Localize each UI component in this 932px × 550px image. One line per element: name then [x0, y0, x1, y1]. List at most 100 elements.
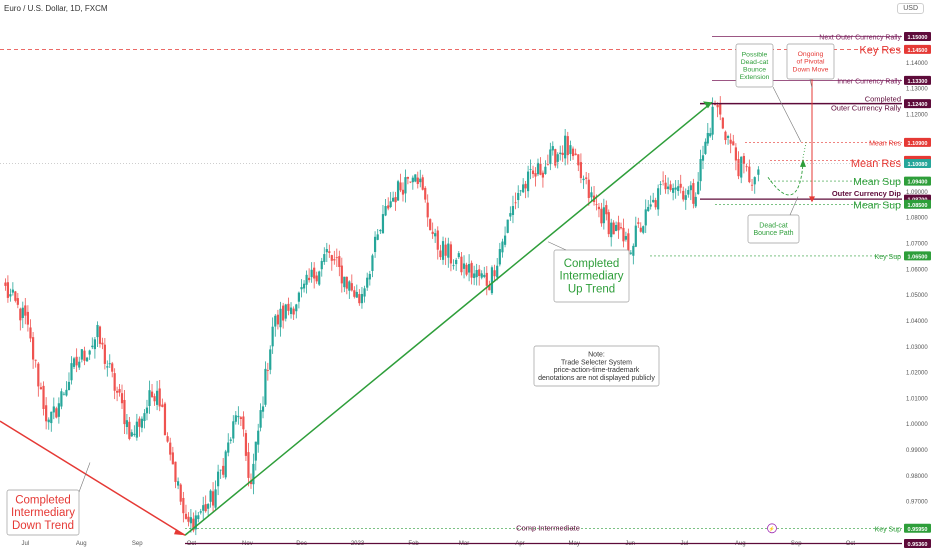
- candle-up: [366, 272, 369, 291]
- candle-up: [511, 195, 515, 224]
- candle-up: [279, 301, 282, 337]
- candle-down: [330, 254, 333, 271]
- candle-down: [292, 306, 295, 320]
- candle-body: [473, 273, 476, 279]
- candle-up: [360, 286, 364, 309]
- candle-body: [619, 227, 623, 229]
- candle-body: [485, 272, 488, 286]
- candle-body: [150, 391, 154, 397]
- candle-body: [692, 183, 695, 204]
- candle-body: [192, 518, 195, 531]
- candle-down: [244, 429, 248, 462]
- candle-up: [202, 496, 205, 520]
- candle-down: [460, 251, 463, 276]
- candle-body: [544, 166, 547, 175]
- label-completed-outer-1: Completed: [865, 95, 901, 104]
- candle-down: [579, 153, 583, 184]
- candle-body: [353, 290, 356, 297]
- candle-down: [587, 173, 590, 206]
- candle-up: [615, 221, 618, 232]
- candle-body: [389, 201, 392, 208]
- candle-up: [259, 403, 262, 432]
- candle-body: [587, 179, 590, 198]
- candle-up: [659, 181, 662, 195]
- candle-body: [585, 177, 588, 179]
- candle-down: [605, 200, 608, 221]
- price-tick-label: 1.05000: [906, 293, 928, 299]
- label-inner-rally: Inner Currency Rally: [837, 78, 901, 85]
- candle-down: [514, 192, 517, 210]
- candle-body: [78, 361, 81, 368]
- price-badge-bg: [904, 137, 931, 147]
- candle-down: [566, 131, 569, 165]
- candle-body: [120, 393, 124, 404]
- candle-body: [460, 256, 463, 273]
- price-badge-text: 1.13300: [908, 79, 928, 85]
- candle-down: [546, 154, 549, 166]
- candle-body: [145, 407, 149, 414]
- candle-body: [249, 480, 253, 485]
- candle-body: [711, 106, 714, 135]
- candle-body: [358, 294, 361, 304]
- candle-body: [654, 200, 657, 208]
- candle-body: [57, 403, 60, 417]
- candle-body: [551, 146, 554, 151]
- candle-down: [75, 348, 78, 373]
- symbol-title[interactable]: Euro / U.S. Dollar, 1D, FXCM: [4, 4, 108, 13]
- candle-body: [409, 181, 412, 183]
- price-badge-text: 1.08500: [908, 203, 928, 209]
- candle-up: [384, 199, 387, 217]
- candle-body: [569, 145, 572, 155]
- candle-body: [721, 117, 724, 129]
- candle-body: [320, 260, 323, 270]
- candle-up: [381, 205, 385, 234]
- candle-up: [684, 188, 687, 210]
- candle-down: [692, 178, 695, 209]
- candle-down: [409, 181, 412, 184]
- candle-down: [742, 152, 746, 174]
- candle-body: [662, 180, 665, 182]
- candle-up: [590, 186, 593, 203]
- candle-up: [672, 183, 675, 201]
- candle-down: [679, 174, 682, 194]
- candle-body: [130, 432, 133, 437]
- candle-down: [179, 483, 182, 506]
- candle-down: [426, 194, 429, 227]
- candle-body: [155, 390, 159, 405]
- candle-down: [166, 432, 169, 443]
- candle-up: [501, 238, 504, 258]
- candle-body: [622, 227, 625, 242]
- down-trend-callout-text: Intermediary: [11, 507, 75, 519]
- candle-body: [368, 273, 371, 280]
- candle-body: [308, 277, 311, 281]
- dead-cat-extension-callout-text: Possible: [742, 51, 768, 58]
- price-badge-text: 1.12400: [908, 102, 928, 108]
- candle-up: [21, 301, 24, 329]
- candle-body: [163, 403, 167, 436]
- currency-button[interactable]: USD: [897, 3, 924, 14]
- candle-body: [252, 463, 255, 485]
- price-badges: 1.150001.145001.133001.124001.109001.102…: [904, 32, 931, 549]
- candle-down: [163, 401, 167, 436]
- candle-down: [485, 266, 488, 296]
- candle-body: [6, 282, 9, 298]
- price-tick-label: 1.02000: [906, 371, 928, 377]
- candle-down: [470, 260, 473, 285]
- candle-up: [414, 174, 417, 183]
- candle-down: [750, 178, 754, 192]
- current-price-badge-bg: [904, 159, 931, 169]
- candle-up: [264, 361, 267, 407]
- candle-body: [610, 222, 613, 238]
- candle-up: [96, 321, 99, 348]
- candle-up: [106, 360, 109, 377]
- candle-up: [348, 280, 351, 299]
- candle-down: [387, 197, 390, 211]
- candle-down: [719, 96, 722, 121]
- candle-up: [452, 259, 455, 270]
- candle-up: [549, 142, 552, 171]
- candle-down: [406, 176, 410, 185]
- candle-body: [554, 149, 557, 166]
- candle-down: [161, 398, 164, 408]
